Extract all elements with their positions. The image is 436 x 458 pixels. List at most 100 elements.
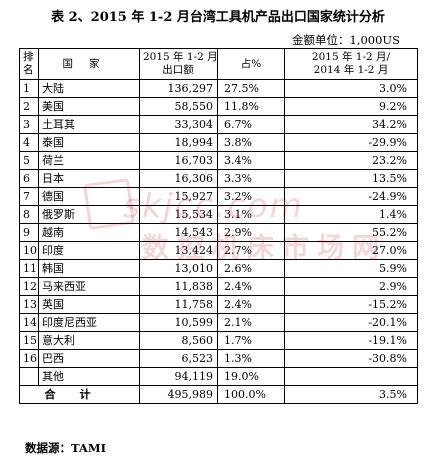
table-row: 16 巴西 6,523 1.3% -30.8% <box>19 349 418 368</box>
cell-growth: -19.1% <box>284 331 418 350</box>
table-row: 1 大陆 136,297 27.5% 3.0% <box>19 79 418 98</box>
cell-amount: 18,994 <box>139 133 218 152</box>
cell-amount: 13,010 <box>139 259 218 278</box>
table-row: 6 日本 16,306 3.3% 13.5% <box>19 169 418 188</box>
total-label: 合计 <box>19 385 140 404</box>
cell-rank: 15 <box>19 331 39 350</box>
cell-growth <box>284 367 418 386</box>
cell-share: 1.7% <box>217 331 285 350</box>
cell-share: 3.1% <box>217 205 285 224</box>
cell-share: 1.3% <box>217 349 285 368</box>
table-row: 15 意大利 8,560 1.7% -19.1% <box>19 331 418 350</box>
cell-share: 6.7% <box>217 115 285 134</box>
cell-country: 韩国 <box>38 259 140 278</box>
cell-amount: 94,119 <box>139 367 218 386</box>
total-growth: 3.5% <box>284 385 418 404</box>
header-rank-label: 排名 <box>23 51 34 76</box>
cell-share: 3.3% <box>217 169 285 188</box>
cell-amount: 16,703 <box>139 151 218 170</box>
cell-country: 其他 <box>38 367 140 386</box>
cell-share: 3.4% <box>217 151 285 170</box>
cell-country: 巴西 <box>38 349 140 368</box>
cell-growth: 1.4% <box>284 205 418 224</box>
cell-amount: 15,927 <box>139 187 218 206</box>
table-row: 2 美国 58,550 11.8% 9.2% <box>19 97 418 116</box>
cell-share: 27.5% <box>217 79 285 98</box>
table-row: 10 印度 13,424 2.7% 27.0% <box>19 241 418 260</box>
cell-amount: 8,560 <box>139 331 218 350</box>
cell-share: 2.9% <box>217 223 285 242</box>
cell-share: 3.8% <box>217 133 285 152</box>
cell-country: 印度尼西亚 <box>38 313 140 332</box>
cell-rank: 4 <box>19 133 39 152</box>
header-share: 占% <box>217 48 285 80</box>
cell-growth: 23.2% <box>284 151 418 170</box>
cell-rank: 14 <box>19 313 39 332</box>
cell-rank: 7 <box>19 187 39 206</box>
cell-share: 2.1% <box>217 313 285 332</box>
cell-country: 泰国 <box>38 133 140 152</box>
cell-rank: 11 <box>19 259 39 278</box>
table-row: 7 德国 15,927 3.2% -24.9% <box>19 187 418 206</box>
total-amount: 495,989 <box>139 385 218 404</box>
table-row: 14 印度尼西亚 10,599 2.1% -20.1% <box>19 313 418 332</box>
cell-rank: 6 <box>19 169 39 188</box>
total-share: 100.0% <box>217 385 285 404</box>
table-row: 13 英国 11,758 2.4% -15.2% <box>19 295 418 314</box>
table-row: 其他 94,119 19.0% <box>19 367 418 386</box>
cell-growth: -29.9% <box>284 133 418 152</box>
cell-country: 美国 <box>38 97 140 116</box>
cell-rank: 13 <box>19 295 39 314</box>
cell-growth: 13.5% <box>284 169 418 188</box>
cell-rank: 5 <box>19 151 39 170</box>
table-row: 4 泰国 18,994 3.8% -29.9% <box>19 133 418 152</box>
table-row: 3 土耳其 33,304 6.7% 34.2% <box>19 115 418 134</box>
cell-share: 3.2% <box>217 187 285 206</box>
cell-growth: 2.9% <box>284 277 418 296</box>
cell-country: 意大利 <box>38 331 140 350</box>
cell-growth: -15.2% <box>284 295 418 314</box>
cell-amount: 11,758 <box>139 295 218 314</box>
cell-rank: 10 <box>19 241 39 260</box>
cell-growth: -30.8% <box>284 349 418 368</box>
cell-amount: 14,543 <box>139 223 218 242</box>
header-growth: 2015 年 1-2 月/ 2014 年 1-2 月 <box>284 48 418 80</box>
table-row: 11 韩国 13,010 2.6% 5.9% <box>19 259 418 278</box>
cell-amount: 6,523 <box>139 349 218 368</box>
cell-country: 印度 <box>38 241 140 260</box>
cell-amount: 13,424 <box>139 241 218 260</box>
cell-growth: -20.1% <box>284 313 418 332</box>
cell-growth: 27.0% <box>284 241 418 260</box>
cell-rank: 9 <box>19 223 39 242</box>
cell-country: 大陆 <box>38 79 140 98</box>
cell-share: 11.8% <box>217 97 285 116</box>
cell-growth: 55.2% <box>284 223 418 242</box>
header-country: 国家 <box>38 48 140 80</box>
cell-growth: 5.9% <box>284 259 418 278</box>
cell-amount: 15,534 <box>139 205 218 224</box>
cell-share: 2.4% <box>217 277 285 296</box>
cell-growth: 3.0% <box>284 79 418 98</box>
unit-label: 金额单位：1,000US <box>292 33 400 47</box>
cell-country: 荷兰 <box>38 151 140 170</box>
header-amount-label: 2015 年 1-2 月出口额 <box>143 51 218 76</box>
cell-share: 2.4% <box>217 295 285 314</box>
header-amount: 2015 年 1-2 月出口额 <box>139 48 218 80</box>
watermark-logo-icon <box>83 178 135 230</box>
data-source: 数据源：TAMI <box>25 441 106 455</box>
total-row: 合计 495,989 100.0% 3.5% <box>19 385 418 404</box>
cell-growth: -24.9% <box>284 187 418 206</box>
cell-growth: 34.2% <box>284 115 418 134</box>
header-rank: 排名 <box>19 48 39 80</box>
cell-rank: 12 <box>19 277 39 296</box>
cell-amount: 10,599 <box>139 313 218 332</box>
cell-amount: 136,297 <box>139 79 218 98</box>
cell-country: 英国 <box>38 295 140 314</box>
table-row: 8 俄罗斯 15,534 3.1% 1.4% <box>19 205 418 224</box>
table-row: 5 荷兰 16,703 3.4% 23.2% <box>19 151 418 170</box>
cell-amount: 11,838 <box>139 277 218 296</box>
table-row: 12 马来西亚 11,838 2.4% 2.9% <box>19 277 418 296</box>
export-stats-table: 排名 国家 2015 年 1-2 月出口额 占% 2015 年 1-2 月/ 2… <box>19 48 418 404</box>
cell-amount: 58,550 <box>139 97 218 116</box>
cell-rank <box>19 367 39 386</box>
